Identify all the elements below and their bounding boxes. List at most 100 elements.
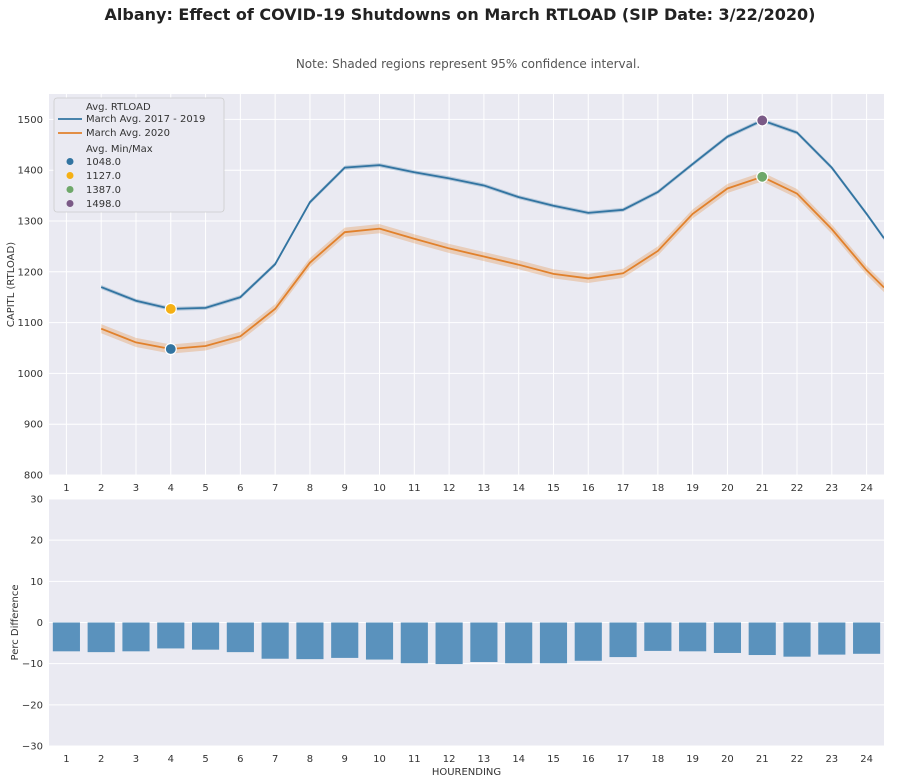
y-tick-label: 20 [30, 536, 43, 547]
difference-bar [783, 622, 811, 657]
bar-y-tick-labels: −30 −20 −10 0 10 20 30 [22, 495, 43, 753]
legend-items: March Avg. 2017 - 2019 March Avg. 2020 104… [58, 114, 205, 210]
x-tick-label: 18 [651, 754, 664, 765]
x-tick-label: 1 [63, 754, 69, 765]
y-tick-label: 10 [30, 577, 43, 588]
x-tick-label: 10 [373, 483, 386, 494]
x-tick-label: 9 [342, 483, 348, 494]
difference-bar [748, 622, 776, 656]
legend-marker-swatch [66, 158, 74, 165]
x-tick-label: 22 [791, 754, 804, 765]
x-tick-label: 5 [202, 483, 208, 494]
legend-label: 1048.0 [86, 157, 121, 168]
x-tick-label: 12 [443, 754, 456, 765]
x-tick-label: 22 [791, 483, 804, 494]
x-tick-label: 23 [825, 754, 838, 765]
x-tick-label: 16 [582, 483, 595, 494]
y-tick-label: 30 [30, 495, 43, 506]
difference-bar [818, 622, 846, 655]
legend-label: March Avg. 2017 - 2019 [86, 114, 205, 125]
x-tick-label: 19 [686, 754, 699, 765]
x-tick-label: 21 [756, 483, 769, 494]
x-tick-label: 8 [307, 483, 313, 494]
difference-bar [261, 622, 289, 659]
x-tick-label: 17 [617, 754, 630, 765]
series-lines [100, 119, 884, 350]
difference-bar [435, 622, 463, 665]
x-tick-label: 15 [547, 754, 560, 765]
legend-label: 1387.0 [86, 185, 121, 196]
difference-bar [679, 622, 707, 652]
chart-note: Note: Shaded regions represent 95% confi… [296, 57, 640, 71]
y-tick-label: 1400 [18, 166, 43, 177]
y-tick-label: 1200 [18, 267, 43, 278]
x-tick-label: 15 [547, 483, 560, 494]
x-tick-label: 11 [408, 754, 421, 765]
x-tick-label: 12 [443, 483, 456, 494]
legend-marker-swatch [66, 172, 74, 179]
marker-point [756, 170, 769, 183]
x-tick-label: 2 [98, 754, 104, 765]
x-tick-label: 19 [686, 483, 699, 494]
y-tick-label: 800 [24, 471, 43, 482]
x-tick-label: 17 [617, 483, 630, 494]
x-tick-label: 8 [307, 754, 313, 765]
difference-bar [574, 622, 602, 661]
x-tick-label: 11 [408, 483, 421, 494]
bar-x-axis-label: HOURENDING [432, 767, 501, 778]
x-tick-label: 18 [651, 483, 664, 494]
legend-label: March Avg. 2020 [86, 128, 170, 139]
difference-bar [470, 622, 498, 663]
series-line [100, 175, 884, 350]
marker-point [164, 342, 177, 356]
difference-bar [713, 622, 742, 653]
x-tick-label: 21 [756, 754, 769, 765]
legend: Avg. RTLOAD Avg. Min/Max March Avg. 2017… [53, 97, 225, 213]
x-tick-label: 7 [272, 754, 278, 765]
y-tick-label: 1000 [18, 369, 43, 380]
chart-title: Albany: Effect of COVID-19 Shutdowns on … [105, 5, 816, 24]
x-tick-label: 16 [582, 754, 595, 765]
difference-bar [52, 622, 80, 652]
min-max-markers [164, 114, 769, 356]
difference-bar [400, 622, 428, 664]
legend-label: 1127.0 [86, 171, 121, 182]
x-tick-label: 13 [478, 754, 491, 765]
y-tick-label: −30 [22, 742, 43, 753]
x-tick-label: 5 [202, 754, 208, 765]
difference-bar [505, 622, 533, 664]
x-tick-label: 24 [860, 483, 873, 494]
difference-bar [365, 622, 394, 660]
line-y-tick-labels: 800 900 1000 1100 1200 1300 1400 1500 [18, 115, 43, 482]
x-tick-label: 10 [373, 754, 386, 765]
bar-x-tick-labels: 1 2 3 4 5 6 7 8 9 10 11 12 13 14 15 16 17 18 19 20 21 22 23 24 [63, 754, 873, 765]
y-tick-label: 1500 [18, 115, 43, 126]
bar-plot-grid [49, 498, 884, 747]
x-tick-label: 7 [272, 483, 278, 494]
marker-point [164, 302, 177, 315]
x-tick-label: 14 [512, 483, 525, 494]
x-tick-label: 24 [860, 754, 873, 765]
bar-y-axis-label: Perc Difference [10, 585, 21, 661]
line-x-tick-labels: 1 2 3 4 5 6 7 8 9 10 11 12 13 14 15 16 17 18 19 20 21 22 23 24 [63, 483, 873, 494]
x-tick-label: 4 [168, 483, 174, 494]
difference-bar [296, 622, 324, 660]
legend-label: 1498.0 [86, 199, 121, 210]
legend-title-lines: Avg. RTLOAD [86, 102, 151, 113]
legend-box [53, 97, 225, 213]
line-chart-panel: 1 2 3 4 5 6 7 8 9 10 11 12 13 14 15 16 17 18 19 20 21 22 23 24 … [6, 94, 884, 494]
x-tick-label: 6 [237, 754, 243, 765]
x-tick-label: 2 [98, 483, 104, 494]
x-tick-label: 6 [237, 483, 243, 494]
x-tick-label: 23 [825, 483, 838, 494]
marker-point [756, 114, 769, 127]
difference-bars [52, 622, 881, 665]
difference-bar [539, 622, 568, 664]
legend-marker-swatch [66, 186, 74, 193]
x-tick-label: 14 [512, 754, 525, 765]
bar-chart-panel: 1 2 3 4 5 6 7 8 9 10 11 12 13 14 15 16 17 18 19 20 21 22 23 24 … [10, 495, 884, 778]
difference-bar [87, 622, 115, 653]
difference-bar [122, 622, 150, 652]
x-tick-label: 1 [63, 483, 69, 494]
